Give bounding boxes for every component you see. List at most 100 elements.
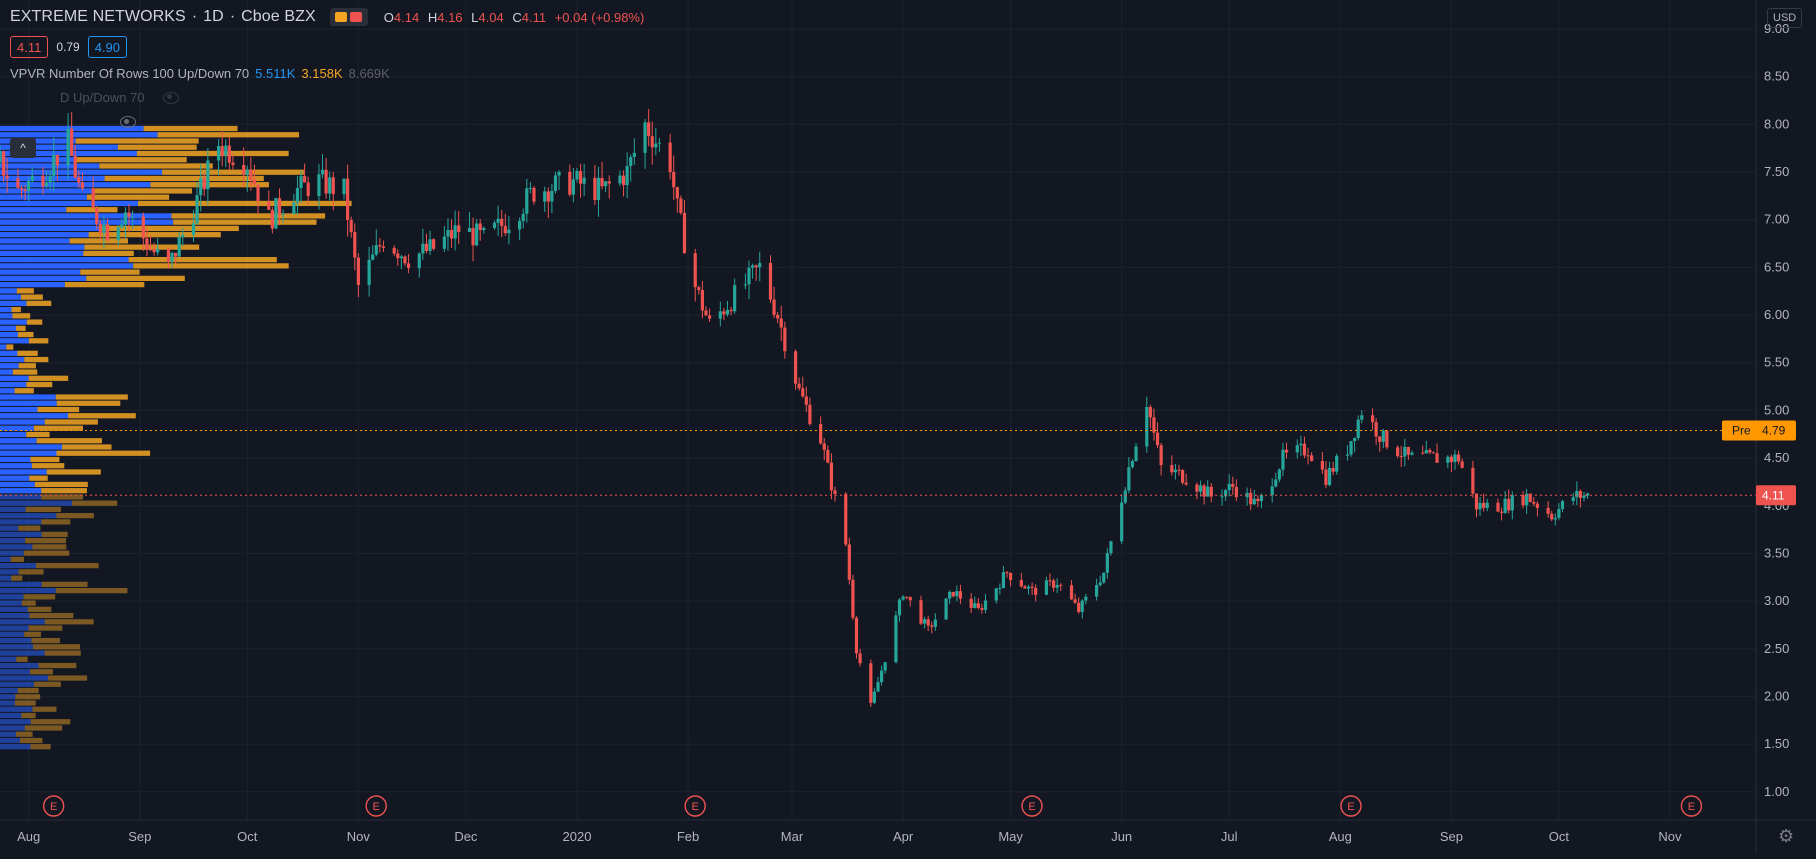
candle-body	[381, 246, 386, 248]
candle-body	[1510, 495, 1514, 511]
vpvr-row-up	[0, 650, 45, 656]
currency-label[interactable]: USD	[1767, 8, 1803, 28]
candle-body	[295, 188, 300, 203]
candle-body	[406, 263, 411, 269]
vpvr-row-down	[86, 194, 170, 200]
candle-body	[725, 309, 730, 315]
eye-hidden-icon[interactable]	[120, 116, 136, 128]
time-tick-label: May	[998, 829, 1023, 844]
candle-body	[1249, 492, 1253, 505]
symbol-name[interactable]: EXTREME NETWORKS	[10, 8, 186, 25]
vpvr-row-up	[0, 481, 35, 488]
time-tick-label: Oct	[1549, 829, 1570, 844]
open-label: O	[383, 9, 394, 25]
candle-body	[432, 239, 436, 249]
vpvr-row-down	[21, 600, 36, 606]
vpvr-row-up	[0, 506, 26, 513]
close-value: 4.11	[521, 9, 547, 25]
vpvr-row-down	[128, 257, 277, 263]
vpvr-row-up	[0, 144, 118, 150]
candle-body	[1159, 445, 1163, 466]
candle-body	[1528, 493, 1532, 502]
vpvr-row-up	[0, 381, 27, 388]
candle-body	[546, 191, 550, 202]
buy-button[interactable]: 4.90	[87, 36, 128, 58]
candle-body	[1055, 584, 1059, 588]
candle-body	[883, 662, 887, 671]
vpvr-row-up	[0, 356, 25, 363]
candle-body	[1349, 441, 1353, 455]
market-status-icon[interactable]	[329, 8, 368, 26]
indicator-legend[interactable]: VPVR Number Of Rows 100 Up/Down 70 5.511…	[10, 66, 390, 81]
candle-body	[743, 284, 748, 286]
vpvr-row-down	[55, 587, 128, 594]
vpvr-row-up	[0, 375, 29, 381]
eye-hidden-icon[interactable]	[162, 91, 179, 104]
vpvr-row-down	[10, 556, 25, 563]
vpvr-row-down	[15, 694, 41, 700]
vpvr-row-up	[0, 469, 47, 475]
candle-body	[249, 169, 253, 180]
vpvr-row-down	[41, 531, 68, 538]
candle-body	[901, 596, 905, 600]
vpvr-row-up	[0, 513, 57, 519]
vpvr-row-down	[12, 369, 38, 375]
candle-body	[568, 171, 572, 195]
volume-profile	[0, 125, 352, 750]
candle-body	[500, 218, 504, 226]
vpvr-row-down	[66, 207, 118, 213]
sell-button[interactable]: 4.11	[10, 36, 49, 58]
price-tick-label: 3.50	[1764, 545, 1789, 560]
candle-body	[1485, 502, 1489, 508]
candle-body	[1378, 436, 1382, 442]
candle-body	[557, 171, 561, 176]
earnings-label: E	[373, 801, 380, 813]
vpvr-row-down	[16, 656, 28, 662]
hidden-indicator-legend[interactable]: D Up/Down 70	[60, 90, 179, 105]
vpvr-row-down	[75, 138, 199, 144]
candle-body	[1431, 452, 1436, 454]
candle-body	[858, 653, 862, 664]
candle-body	[16, 178, 20, 188]
candle-body	[607, 181, 611, 184]
candle-body	[453, 225, 457, 239]
candle-body	[1396, 447, 1400, 457]
vpvr-row-up	[0, 188, 94, 194]
vpvr-row-down	[80, 269, 140, 275]
candle-body	[102, 224, 106, 233]
candle-body	[424, 243, 429, 252]
vpvr-row-up	[0, 500, 73, 506]
candle-body	[1120, 502, 1124, 542]
exchange-label: Cboe BZX	[241, 8, 316, 25]
gear-icon[interactable]: ⚙	[1778, 826, 1795, 846]
vpvr-row-down	[47, 675, 88, 681]
candle-body	[127, 212, 131, 217]
candle-body	[1320, 461, 1324, 470]
candle-body	[1281, 449, 1285, 470]
hidden-indicator-name: D Up/Down 70	[60, 90, 145, 105]
candle-body	[1155, 432, 1160, 446]
collapse-legend-button[interactable]: ^	[10, 138, 36, 158]
candle-body	[1571, 497, 1575, 502]
last-price-badge	[1756, 485, 1796, 506]
vpvr-row-up	[0, 669, 31, 675]
candle-body	[421, 243, 425, 254]
candle-body	[170, 252, 174, 262]
candle-body	[1220, 496, 1224, 498]
price-tick-label: 1.00	[1764, 784, 1789, 799]
vpvr-row-up	[0, 269, 81, 275]
interval-label[interactable]: 1D	[203, 8, 224, 25]
candle-body	[604, 181, 608, 187]
candle-body	[1557, 508, 1561, 518]
vpvr-row-up	[0, 394, 56, 400]
vpvr-row-down	[12, 313, 31, 319]
price-tick-label: 4.50	[1764, 450, 1789, 465]
candle-body	[1546, 507, 1550, 514]
candle-body	[707, 315, 712, 319]
vpvr-row-up	[0, 413, 69, 419]
earnings-marker	[1680, 795, 1703, 817]
candle-body	[303, 175, 307, 183]
vpvr-row-down	[83, 250, 134, 257]
candle-body	[779, 318, 783, 328]
